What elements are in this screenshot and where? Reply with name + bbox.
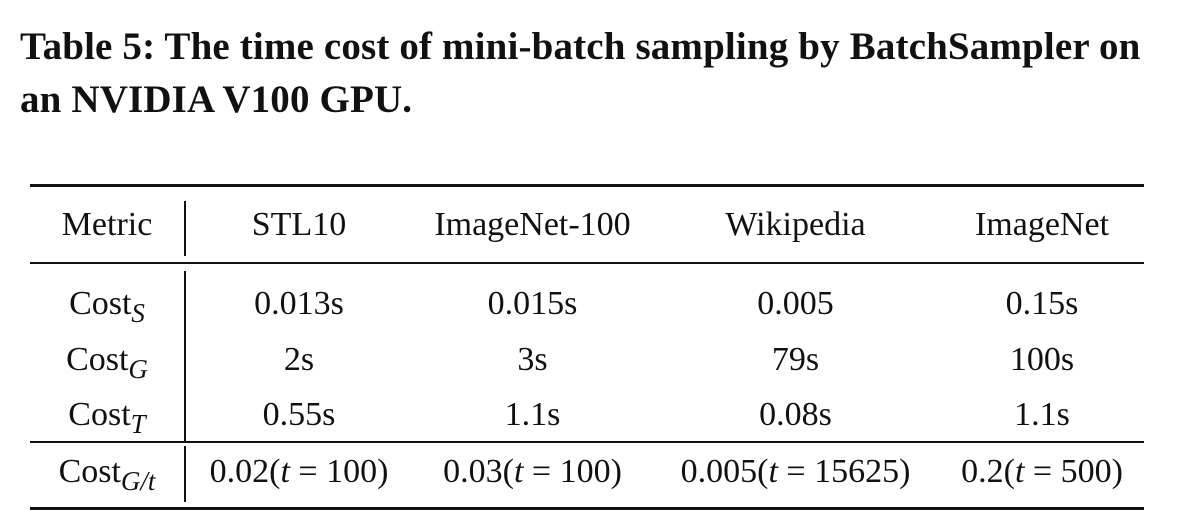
column-divider [184,201,186,256]
metric-label-cost-g-over-t: CostG/t [58,453,156,496]
header-cell-imagenet100: ImageNet-100 [434,206,631,243]
header-cell-metric: Metric [61,206,153,243]
metric-label-cost-g: CostG [66,341,148,384]
top-rule [30,184,1144,187]
table-cell: 100s [1009,341,1075,378]
bottom-rule [30,507,1144,510]
table-cell: 79s [771,341,820,378]
header-rule [30,262,1144,264]
table-cell: 0.015s [487,285,578,322]
section-rule [30,441,1144,443]
results-table: Metric STL10 ImageNet-100 Wikipedia Imag… [30,184,1144,512]
metric-label-cost-s: CostS [69,285,145,328]
metric-label-cost-t: CostT [68,396,146,439]
header-cell-stl10: STL10 [251,206,347,243]
column-divider [184,271,186,441]
table-cell: 0.005(t = 15625) [680,453,911,490]
column-divider [184,446,186,502]
table-cell: 1.1s [1014,396,1070,433]
table-cell: 0.15s [1005,285,1079,322]
table-cell: 0.005 [757,285,834,322]
table-cell: 0.03(t = 100) [443,453,622,490]
table-cell: 0.013s [254,285,344,322]
table-cell: 2s [283,341,315,378]
header-cell-imagenet: ImageNet [974,206,1110,243]
table-cell: 1.1s [504,396,561,433]
table-cell: 3s [517,341,548,378]
table-cell: 0.2(t = 500) [961,453,1123,490]
table-cell: 0.55s [262,396,336,433]
table-cell: 0.08s [759,396,832,433]
table-caption: Table 5: The time cost of mini-batch sam… [20,25,1141,121]
header-cell-wikipedia: Wikipedia [725,206,866,243]
table-cell: 0.02(t = 100) [209,453,389,490]
